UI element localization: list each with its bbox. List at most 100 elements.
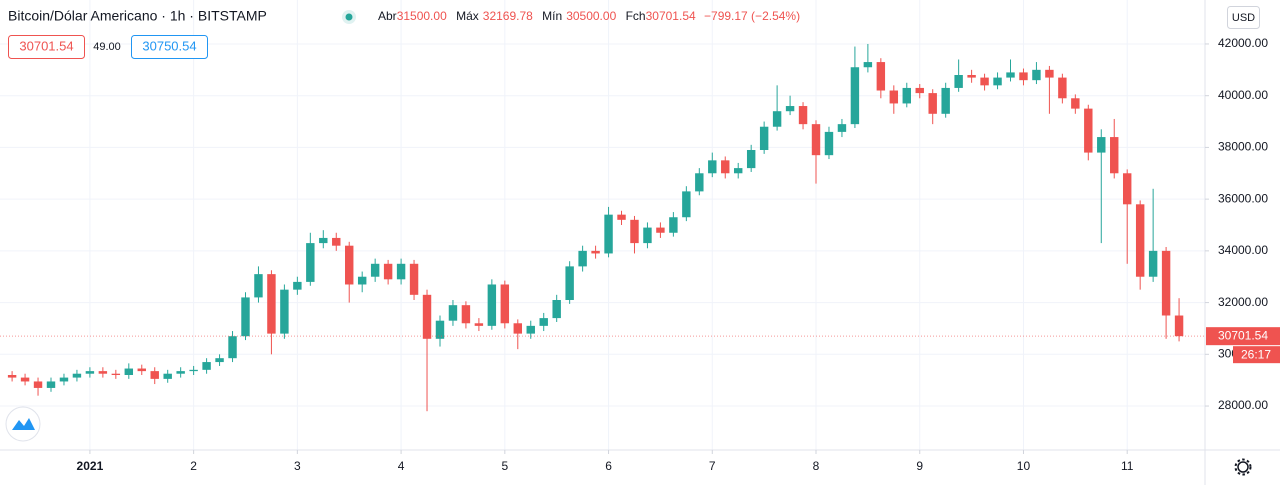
grid: [0, 0, 1205, 450]
candle-body: [254, 274, 263, 298]
y-tick-label: 32000.00: [1218, 295, 1268, 309]
candle-body: [824, 131, 834, 156]
candle-body: [902, 87, 911, 104]
candle-body: [111, 373, 121, 375]
x-tick-label: 3: [294, 459, 301, 473]
ohlc-value: 30500.00: [566, 9, 616, 23]
y-tick-label: 40000.00: [1218, 88, 1268, 102]
y-tick-label: 28000.00: [1218, 398, 1268, 412]
y-tick-label: 42000.00: [1218, 36, 1268, 50]
x-tick-label: 2: [190, 459, 197, 473]
candle-body: [1032, 69, 1041, 81]
candle-body: [124, 368, 134, 375]
x-tick-label: 7: [709, 459, 716, 473]
candle-body: [669, 217, 678, 233]
x-tick-label: 5: [501, 459, 508, 473]
candle-body: [137, 368, 146, 372]
candle-body: [980, 77, 989, 86]
candle-body: [798, 106, 808, 125]
x-tick-label: 2021: [77, 459, 104, 473]
buy-price[interactable]: 30750.54: [142, 38, 196, 53]
logo-icon: [12, 418, 35, 430]
spread: 49.00: [93, 41, 121, 53]
candle-body: [552, 300, 561, 319]
candle-body: [591, 250, 600, 254]
ohlc-value: 31500.00: [397, 9, 447, 23]
ohlc-label: Fch: [626, 9, 646, 23]
price-tag: 30701.54 26:17: [0, 327, 1280, 364]
candle-body: [1045, 69, 1054, 78]
candle-body: [422, 294, 432, 339]
settings-icon-teeth: [1234, 458, 1252, 476]
candle-body: [383, 263, 393, 280]
candle-body: [474, 323, 484, 326]
candle-body: [202, 362, 211, 370]
ohlc-value: 30701.54: [646, 9, 696, 23]
logo[interactable]: [5, 406, 41, 442]
candle-body: [733, 168, 743, 174]
candle-body: [578, 250, 587, 267]
buy-box[interactable]: [131, 35, 208, 59]
x-tick-label: 11: [1121, 459, 1134, 473]
candle-body: [565, 266, 574, 300]
candle-body: [370, 263, 380, 277]
logo-circle[interactable]: [5, 406, 41, 442]
y-tick-label: 34000.00: [1218, 243, 1268, 257]
candle-body: [513, 323, 523, 334]
candle-body: [617, 214, 626, 220]
y-tick-label: 38000.00: [1218, 140, 1268, 154]
candle-body: [746, 150, 756, 169]
candle-body: [1058, 77, 1067, 99]
candle-body: [526, 325, 535, 334]
candle-body: [409, 263, 419, 295]
candle-body: [604, 214, 613, 254]
candle-body: [20, 377, 30, 382]
ohlc-legend: Abr31500.00 Máx 32169.78 Mín 30500.00 Fch3…: [378, 9, 800, 23]
candle-body: [345, 245, 354, 285]
countdown-box: [1233, 346, 1280, 364]
candle-body: [500, 284, 510, 324]
candle-body: [7, 375, 17, 378]
time-axis: 2021 2 3 4 5 6 7 8 9 10 11: [77, 450, 1134, 473]
currency-button[interactable]: [1227, 6, 1260, 29]
candle-body: [487, 284, 497, 326]
candle-body: [889, 90, 899, 104]
y-tick-label: 36000.00: [1218, 191, 1268, 205]
candle-body: [1097, 137, 1106, 153]
sell-box[interactable]: [8, 35, 85, 59]
settings-button[interactable]: [1234, 458, 1252, 476]
settings-icon: [1237, 461, 1249, 473]
sell-price[interactable]: 30701.54: [19, 38, 73, 53]
candle-body: [448, 305, 458, 321]
candle-body: [332, 237, 341, 246]
candle-body: [941, 87, 950, 114]
candle-body: [1084, 108, 1093, 153]
candle-body: [876, 62, 886, 91]
candle-body: [1135, 204, 1145, 277]
status-dot: [345, 13, 353, 21]
candle-body: [72, 373, 82, 378]
candle-body: [280, 289, 289, 334]
candle-body: [228, 336, 237, 359]
x-tick-label: 6: [605, 459, 612, 473]
currency[interactable]: USD: [1232, 12, 1255, 24]
candle-body: [435, 320, 445, 339]
candle-body: [1122, 173, 1132, 205]
candle-body: [293, 281, 302, 290]
chart-title: Bitcoin/Dólar Americano · 1h · BITSTAMP: [8, 8, 267, 24]
x-tick-label: 4: [398, 459, 405, 473]
x-tick-label: 9: [916, 459, 923, 473]
candle-body: [176, 371, 185, 374]
ohlc-label: Abr: [378, 9, 397, 23]
change: −799.17 (−2.54%): [704, 9, 800, 23]
candle-body: [319, 237, 328, 244]
ohlc-label: Máx: [456, 9, 479, 23]
candle-body: [267, 274, 276, 334]
candle-body: [46, 381, 56, 388]
candle-body: [59, 377, 69, 382]
candle-body: [1019, 72, 1028, 81]
candle-body: [656, 227, 665, 233]
candle-body: [33, 381, 43, 388]
candle-body: [630, 219, 639, 244]
